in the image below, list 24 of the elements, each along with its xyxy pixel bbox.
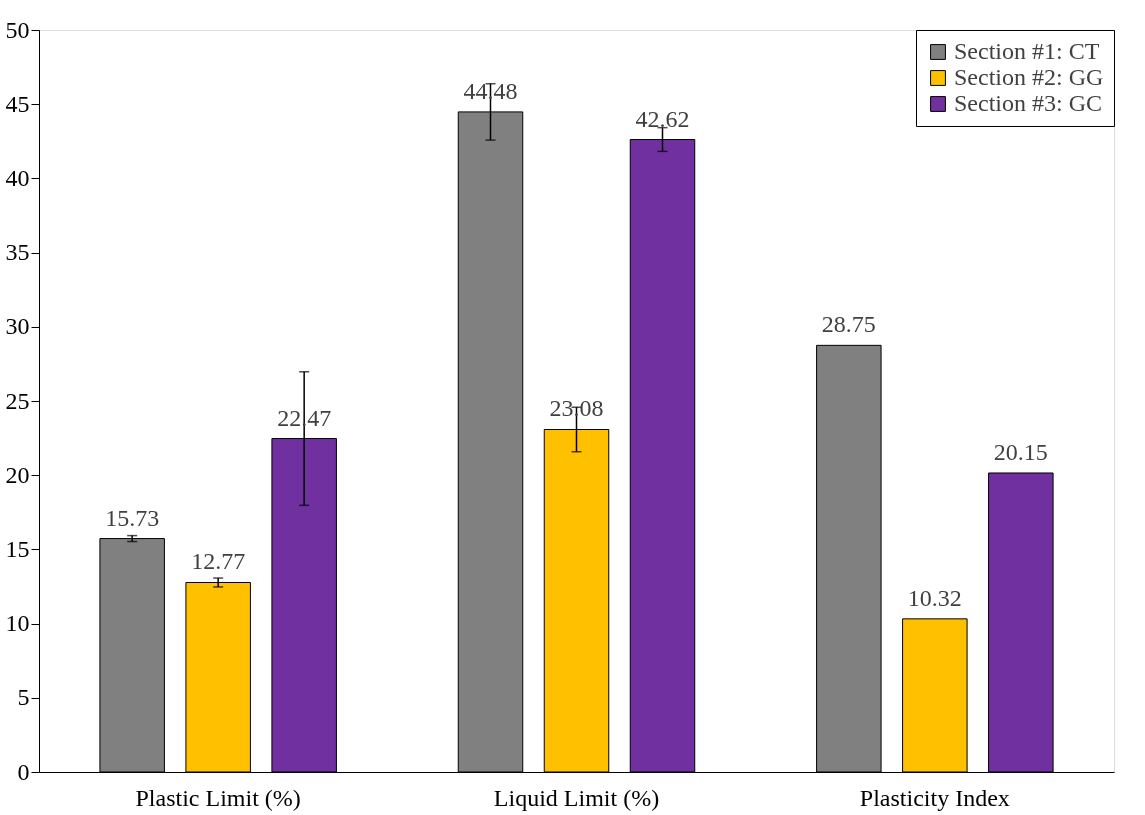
y-tick-label: 15: [5, 535, 30, 562]
y-tick-label: 30: [5, 313, 30, 340]
data-label: 20.15: [993, 438, 1048, 465]
y-tick-label: 0: [17, 758, 30, 785]
data-label: 23.08: [549, 395, 604, 422]
x-tick-label: Plastic Limit (%): [135, 784, 301, 811]
y-tick-label: 25: [5, 387, 30, 414]
data-label: 42.62: [635, 105, 690, 132]
data-label: 12.77: [191, 548, 246, 575]
data-label: 28.75: [821, 311, 876, 338]
data-label: 15.73: [105, 504, 160, 531]
y-tick-label: 50: [5, 16, 30, 43]
y-tick-label: 45: [5, 90, 30, 117]
y-tick-label: 5: [17, 684, 30, 711]
y-tick-label: 20: [5, 461, 30, 488]
y-tick-label: 10: [5, 610, 30, 637]
x-tick-label: Liquid Limit (%): [493, 784, 660, 811]
legend-label: Section #1: CT: [954, 38, 1100, 64]
legend-label: Section #3: GC: [954, 90, 1102, 116]
y-tick-label: 40: [5, 164, 30, 191]
x-tick-label: Plasticity Index: [859, 784, 1010, 811]
data-label: 10.32: [907, 584, 962, 611]
legend-label: Section #2: GG: [954, 64, 1104, 90]
y-tick-label: 35: [5, 239, 30, 266]
